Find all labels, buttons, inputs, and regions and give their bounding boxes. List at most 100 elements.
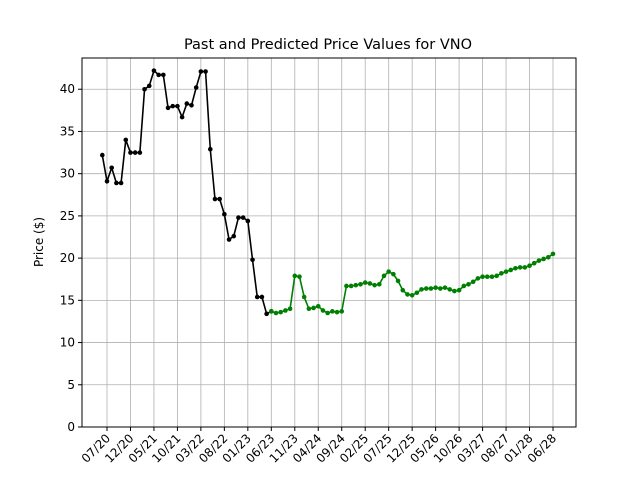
point [217,196,222,202]
point [264,311,269,317]
point [484,274,490,279]
point [198,69,204,74]
point [104,178,110,184]
point [419,287,424,292]
point [372,282,377,288]
point [165,105,171,111]
point [269,309,274,314]
point [132,150,138,155]
point [118,180,124,186]
point [358,281,363,287]
point [536,258,542,263]
y-tick-label: 40 [60,82,75,96]
point [414,290,420,296]
point [381,273,387,279]
point [409,292,415,298]
point [344,283,349,289]
point [231,233,237,239]
point [189,102,194,108]
point [212,196,218,202]
point [391,271,396,277]
y-tick-label: 15 [60,293,75,307]
point [339,309,345,314]
point [367,281,373,286]
point [123,137,129,143]
point [489,274,495,279]
point [193,85,199,90]
point [447,287,453,292]
point [315,303,321,309]
point [273,310,279,316]
point [254,294,260,300]
chart-title: Past and Predicted Price Values for VNO [184,37,472,53]
point [442,285,448,290]
point [100,152,105,158]
point [330,309,335,314]
point [170,103,176,109]
point [207,146,213,152]
point [259,294,265,300]
point [292,273,298,279]
plot-frame [81,57,577,428]
point [222,211,227,217]
point [142,86,147,92]
y-axis-label: Price ($) [32,217,46,267]
point [438,286,443,291]
point [522,265,528,270]
y-tick-label: 5 [67,378,75,392]
point [245,218,251,224]
point [128,150,133,155]
point [546,254,551,260]
series-line [101,69,272,316]
y-tick-label: 0 [67,420,75,434]
point [109,165,114,171]
point [386,269,391,274]
point [306,306,312,312]
point [353,282,359,288]
point [541,256,546,262]
point [531,260,537,266]
y-tick-label: 30 [60,167,75,181]
point [494,273,499,279]
point [466,281,471,287]
y-tick-label: 20 [60,251,75,265]
point [114,180,119,186]
point [278,309,284,315]
point [320,308,326,313]
point [405,292,410,297]
point [334,309,340,315]
point [508,267,514,273]
point [301,294,307,300]
point [461,283,467,289]
point [297,274,302,279]
point [151,68,157,73]
point [550,251,556,257]
point [236,215,241,220]
point [480,274,485,279]
grid [82,58,576,428]
point [226,237,232,242]
point [423,286,429,291]
point [325,310,330,316]
point [283,308,288,313]
point [362,280,368,285]
point [475,276,481,281]
point [456,287,462,293]
y-tick-label: 25 [60,209,75,223]
point [470,279,476,285]
point [287,306,293,312]
point [137,150,143,155]
point [311,305,316,311]
plot [100,68,556,317]
point [517,265,523,270]
point [348,283,354,289]
point [175,103,180,109]
point [250,257,255,263]
point [527,263,532,269]
y-tick-label: 35 [60,124,75,138]
point [452,288,457,294]
point [433,285,438,290]
y-tick-label: 10 [60,336,75,350]
